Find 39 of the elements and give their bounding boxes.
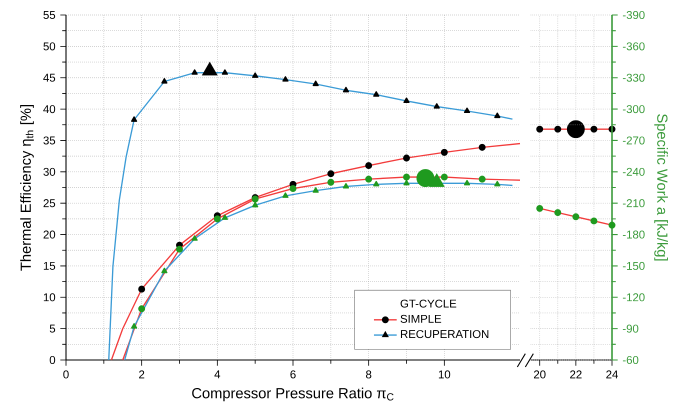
y2-tick-label: -330: [622, 74, 645, 82]
y-tick-label: 10: [44, 293, 56, 302]
y2-tick-label: -270: [622, 136, 645, 144]
x-tick-label: 8: [366, 370, 372, 378]
x-tick-label: 4: [214, 370, 220, 378]
y2-tick-label: -180: [622, 230, 645, 239]
x-tick-label: 10: [438, 370, 450, 378]
legend-title: GT-CYCLE: [400, 300, 456, 308]
x-tick-label: 2: [139, 370, 144, 378]
y2-tick-label: -120: [622, 293, 645, 302]
x-axis-title: Compressor Pressure Ratio π$_{C}$: [192, 388, 394, 402]
y2-tick-label: -210: [622, 199, 645, 208]
y-tick-label: 25: [44, 199, 56, 208]
y2-tick-label: -240: [622, 168, 645, 176]
y2-tick-label: -360: [622, 42, 645, 50]
y-tick-label: 50: [43, 42, 56, 50]
y-tick-label: 5: [50, 324, 56, 333]
y2-tick-label: -300: [622, 105, 645, 114]
x-tick-label: 0: [63, 370, 69, 378]
y-tick-label: 30: [43, 168, 56, 176]
x-tick-label: 22: [570, 370, 582, 378]
legend-label: SIMPLE: [400, 314, 442, 323]
x-tick-label: 6: [290, 370, 296, 378]
y-tick-label: 45: [43, 74, 56, 82]
x-tick-label: 20: [534, 370, 546, 378]
y2-tick-label: -90: [622, 324, 638, 333]
y2-tick-label: -60: [622, 356, 638, 364]
y-tick-label: 20: [44, 230, 56, 239]
legend-label: RECUPERATION: [400, 330, 488, 338]
y-tick-label: 15: [44, 262, 56, 270]
y-tick-label: 55: [43, 11, 56, 19]
y-tick-label: 0: [50, 356, 56, 364]
y2-axis-title: Specific Work a [kJ/kg]: [654, 114, 668, 260]
y2-tick-label: -150: [622, 262, 645, 270]
y2-tick-label: -390: [622, 11, 645, 20]
y-tick-label: 40: [43, 105, 56, 114]
y-axis-title: Thermal Efficiency η$_{th}$ [%]: [20, 105, 34, 271]
y-tick-label: 35: [43, 136, 56, 144]
x-tick-label: 24: [606, 370, 618, 378]
